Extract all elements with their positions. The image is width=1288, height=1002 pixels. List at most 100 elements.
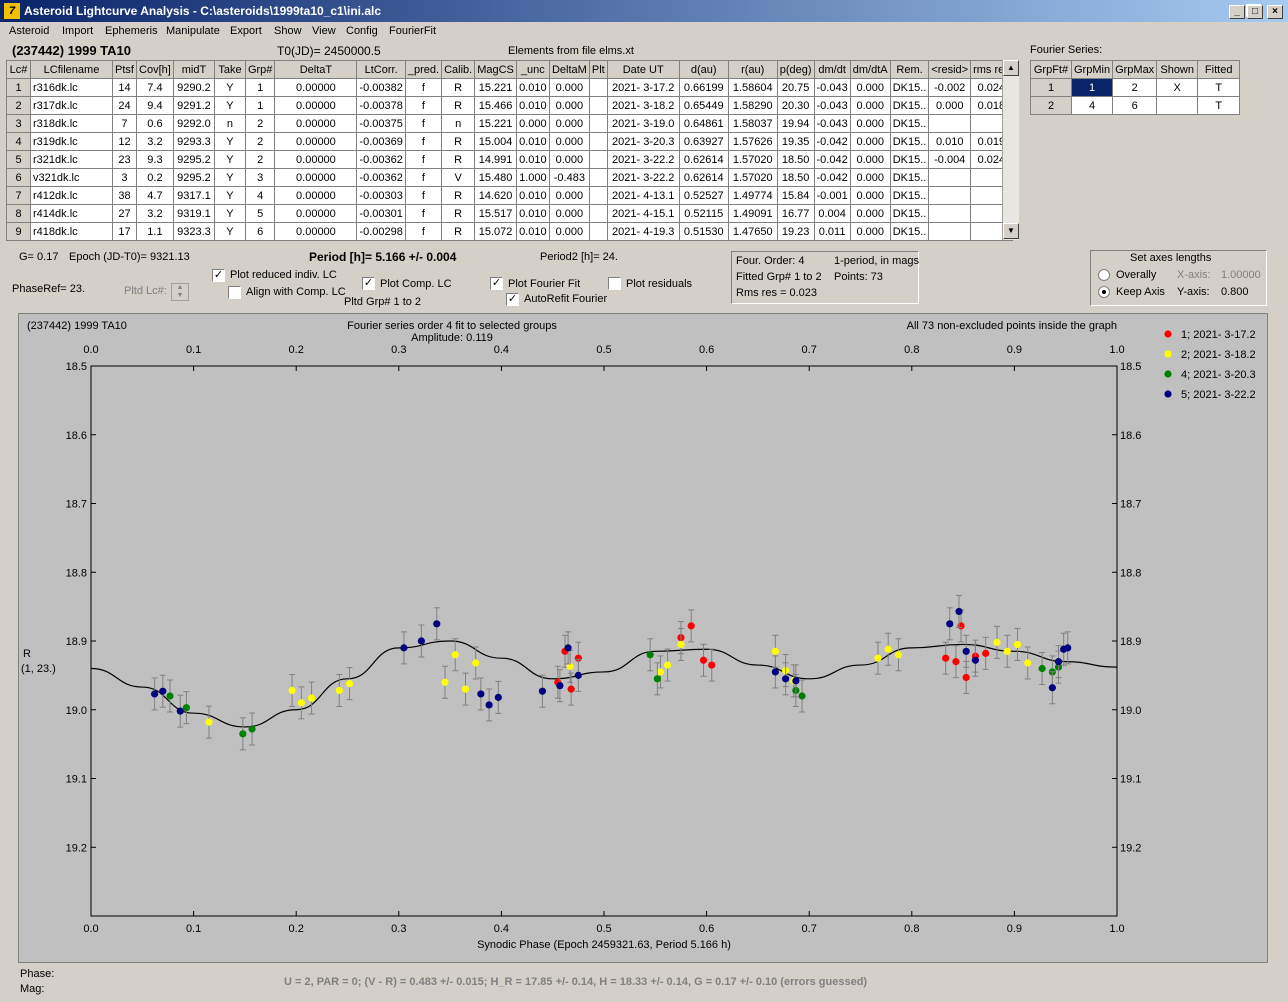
column-header[interactable]: midT	[172, 60, 215, 79]
column-header[interactable]: MagCS	[474, 60, 517, 79]
table-cell[interactable]: 0.011	[813, 222, 851, 241]
column-header[interactable]: r(au)	[727, 60, 778, 79]
column-header[interactable]: p(deg)	[776, 60, 815, 79]
table-cell[interactable]: Y	[213, 78, 246, 97]
table-cell[interactable]: 20.30	[776, 96, 815, 115]
table-cell[interactable]: 2	[244, 132, 276, 151]
table-cell[interactable]: 2	[244, 150, 276, 169]
table-cell[interactable]: 0.000	[548, 132, 590, 151]
table-cell[interactable]: 2021- 3-22.2	[606, 150, 680, 169]
table-cell[interactable]: 12	[112, 132, 137, 151]
table-cell[interactable]: 0.000	[928, 96, 972, 115]
table-row[interactable]: 5 r321dk.lc 23 9.3 9295.2 Y 2 0.00000 -0.00362 f R…	[6, 150, 1013, 169]
column-header[interactable]: DeltaM	[548, 60, 590, 79]
table-cell[interactable]: 0.52115	[678, 204, 729, 223]
table-cell[interactable]: 0.000	[849, 96, 891, 115]
fourier-cell[interactable]: 6	[1112, 96, 1158, 115]
table-cell[interactable]: 0.51530	[678, 222, 729, 241]
table-cell[interactable]: 15.480	[474, 168, 517, 187]
column-header[interactable]: Grp#	[244, 60, 276, 79]
table-cell[interactable]: R	[441, 150, 476, 169]
table-cell[interactable]: 18.50	[776, 150, 815, 169]
table-cell[interactable]: f	[404, 186, 443, 205]
table-cell[interactable]: 0.52527	[678, 186, 729, 205]
table-cell[interactable]: 14.991	[474, 150, 517, 169]
table-row[interactable]: 3 r318dk.lc 7 0.6 9292.0 n 2 0.00000 -0.00375 f n 1…	[6, 114, 1013, 133]
table-cell[interactable]: -0.00301	[356, 204, 406, 223]
table-cell[interactable]: 9.4	[135, 96, 174, 115]
table-cell[interactable]	[588, 78, 608, 97]
close-icon[interactable]: ×	[1267, 5, 1283, 19]
table-cell[interactable]: 14	[112, 78, 137, 97]
table-cell[interactable]: DK15..	[889, 150, 930, 169]
table-cell[interactable]: DK15..	[889, 132, 930, 151]
table-cell[interactable]: 9317.1	[172, 186, 215, 205]
table-cell[interactable]: -0.00298	[356, 222, 406, 241]
table-cell[interactable]: n	[213, 114, 246, 133]
table-cell[interactable]: 4	[244, 186, 276, 205]
table-cell[interactable]: f	[404, 132, 443, 151]
table-cell[interactable]: 6	[6, 168, 31, 187]
table-cell[interactable]: -0.00362	[356, 168, 406, 187]
table-cell[interactable]: -0.042	[813, 150, 851, 169]
table-cell[interactable]: 0.010	[515, 204, 550, 223]
table-cell[interactable]: 0.010	[515, 78, 550, 97]
maximize-icon[interactable]: □	[1247, 5, 1263, 19]
table-cell[interactable]: 8	[6, 204, 31, 223]
table-cell[interactable]: -0.00375	[356, 114, 406, 133]
table-cell[interactable]: 6	[244, 222, 276, 241]
table-cell[interactable]: 0.00000	[274, 132, 358, 151]
column-header[interactable]: Ptsf	[112, 60, 137, 79]
plot-comp-checkbox[interactable]: ✓	[362, 277, 375, 290]
table-cell[interactable]: 0.000	[548, 204, 590, 223]
table-cell[interactable]: 0.2	[135, 168, 174, 187]
table-cell[interactable]: -0.00382	[356, 78, 406, 97]
table-cell[interactable]: 0.010	[515, 222, 550, 241]
table-cell[interactable]: 0.00000	[274, 204, 358, 223]
table-cell[interactable]: 9293.3	[172, 132, 215, 151]
table-cell[interactable]: 1.58604	[727, 78, 778, 97]
plot-reduced-checkbox[interactable]: ✓	[212, 269, 225, 282]
table-cell[interactable]: 24	[112, 96, 137, 115]
table-cell[interactable]	[588, 150, 608, 169]
table-cell[interactable]: r319dk.lc	[30, 132, 113, 151]
menu-manipulate[interactable]: Manipulate	[166, 25, 220, 37]
fourier-cell[interactable]	[1156, 96, 1199, 115]
table-cell[interactable]: 5	[244, 204, 276, 223]
table-cell[interactable]: 4	[6, 132, 31, 151]
table-row[interactable]: 9 r418dk.lc 17 1.1 9323.3 Y 6 0.00000 -0.00298 f R…	[6, 222, 1013, 241]
table-cell[interactable]: 1	[244, 78, 276, 97]
column-header[interactable]: LtCorr.	[356, 60, 406, 79]
table-cell[interactable]: Y	[213, 222, 246, 241]
table-row[interactable]: 6 v321dk.lc 3 0.2 9295.2 Y 3 0.00000 -0.00362 f V 1…	[6, 168, 1013, 187]
column-header[interactable]: Plt	[588, 60, 608, 79]
table-cell[interactable]: 19.23	[776, 222, 815, 241]
table-cell[interactable]: n	[441, 114, 476, 133]
table-cell[interactable]: 0.000	[849, 186, 891, 205]
table-cell[interactable]: 1.47650	[727, 222, 778, 241]
fourier-cell[interactable]: 1	[1070, 78, 1114, 97]
column-header[interactable]: LCfilename	[30, 60, 113, 79]
table-cell[interactable]: -0.00378	[356, 96, 406, 115]
column-header[interactable]: dm/dt	[813, 60, 851, 79]
table-cell[interactable]: 7.4	[135, 78, 174, 97]
table-cell[interactable]	[928, 186, 972, 205]
table-cell[interactable]	[588, 96, 608, 115]
table-cell[interactable]: R	[441, 96, 476, 115]
align-comp-checkbox[interactable]	[228, 286, 241, 299]
scroll-up-icon[interactable]: ▲	[1003, 60, 1019, 76]
table-cell[interactable]: 2	[244, 114, 276, 133]
fourier-column-header[interactable]: GrpFt#	[1030, 60, 1072, 79]
table-cell[interactable]: Y	[213, 168, 246, 187]
table-cell[interactable]: 0.000	[548, 186, 590, 205]
table-cell[interactable]: 0.64861	[678, 114, 729, 133]
table-cell[interactable]: Y	[213, 132, 246, 151]
table-cell[interactable]: -0.00369	[356, 132, 406, 151]
table-cell[interactable]: 1.57020	[727, 168, 778, 187]
table-cell[interactable]: -0.00362	[356, 150, 406, 169]
table-cell[interactable]: 1.49091	[727, 204, 778, 223]
menu-asteroid[interactable]: Asteroid	[9, 25, 50, 37]
column-header[interactable]: _pred.	[404, 60, 443, 79]
table-cell[interactable]: -0.043	[813, 114, 851, 133]
table-cell[interactable]: r317dk.lc	[30, 96, 113, 115]
